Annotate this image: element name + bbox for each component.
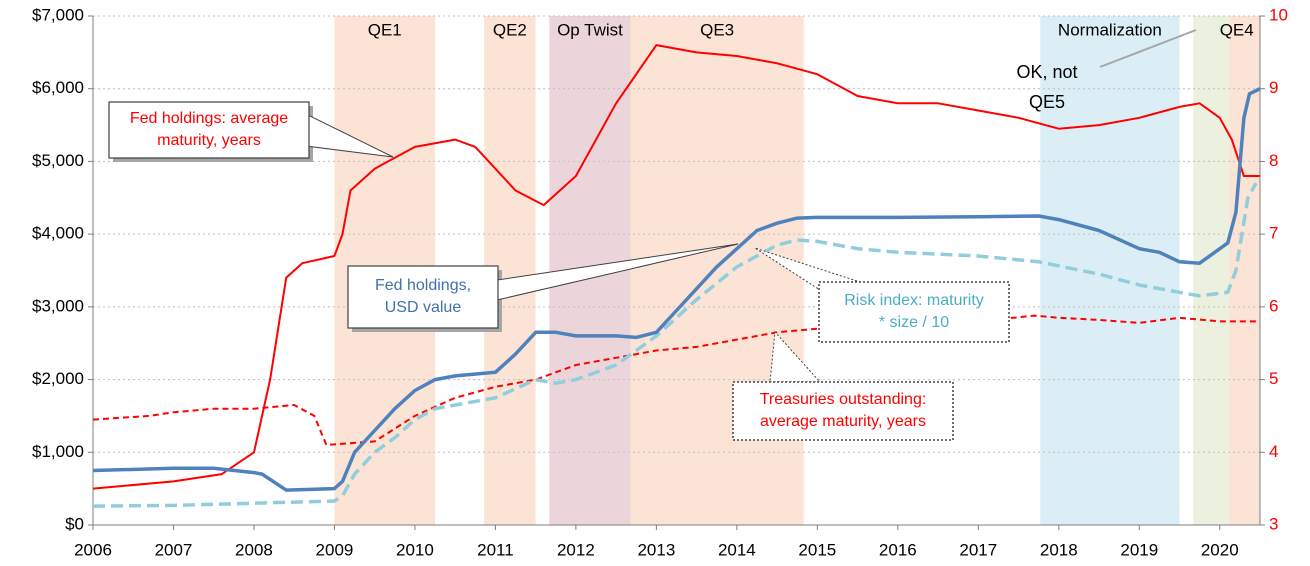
series-line	[92, 314, 1260, 446]
period-band	[1193, 16, 1230, 525]
x-tick-label: 2011	[477, 540, 514, 559]
period-label: QE3	[700, 20, 734, 39]
y2-tick-label: 8	[1269, 151, 1278, 170]
period-label: QE2	[493, 20, 527, 39]
x-tick-label: 2009	[316, 540, 354, 559]
y2-tick-label: 4	[1269, 442, 1278, 461]
callout-box	[818, 281, 1010, 343]
x-tick-label: 2017	[959, 540, 997, 559]
y2-tick-label: 7	[1269, 224, 1278, 243]
series-line	[92, 87, 1261, 492]
y-tick-label: $1,000	[32, 442, 84, 461]
y-tick-label: $3,000	[32, 296, 84, 315]
period-label: QE1	[368, 20, 402, 39]
x-tick-label: 2012	[557, 540, 595, 559]
annotation-text: USD value	[385, 299, 462, 316]
x-tick-label: 2006	[74, 540, 112, 559]
x-tick-label: 2014	[718, 540, 756, 559]
y2-tick-label: 3	[1269, 514, 1278, 533]
y2-tick-label: 10	[1269, 5, 1288, 24]
x-tick-label: 2020	[1201, 540, 1239, 559]
x-tick-label: 2007	[155, 540, 193, 559]
y-tick-label: $0	[65, 514, 84, 533]
annotation-text: QE5	[1029, 92, 1065, 112]
annotation-text: Fed holdings: average	[130, 110, 288, 127]
x-tick-label: 2008	[235, 540, 273, 559]
x-tick-label: 2010	[396, 540, 434, 559]
annotation-text: Risk index: maturity	[844, 292, 984, 309]
period-band	[1040, 16, 1180, 525]
annotation-text: maturity, years	[157, 132, 261, 149]
series-line	[92, 44, 1260, 490]
y2-tick-label: 6	[1269, 296, 1278, 315]
annotation-text: average maturity, years	[760, 413, 926, 430]
callout-box	[108, 101, 310, 159]
x-tick-label: 2016	[879, 540, 917, 559]
y-tick-label: $5,000	[32, 151, 84, 170]
period-label: Normalization	[1058, 20, 1162, 39]
y2-tick-label: 5	[1269, 369, 1278, 388]
period-label: QE4	[1220, 20, 1254, 39]
x-tick-label: 2015	[798, 540, 836, 559]
y-tick-label: $4,000	[32, 224, 84, 243]
annotation-text: Treasuries outstanding:	[760, 391, 927, 408]
annotation-text: * size / 10	[879, 314, 949, 331]
y-tick-label: $6,000	[32, 78, 84, 97]
annotation-text: OK, not	[1016, 62, 1077, 82]
x-tick-label: 2013	[637, 540, 675, 559]
period-label: Op Twist	[557, 20, 623, 39]
y2-tick-label: 9	[1269, 78, 1278, 97]
y-tick-label: $2,000	[32, 369, 84, 388]
y-tick-label: $7,000	[32, 5, 84, 24]
callout-box	[347, 265, 499, 329]
period-band	[630, 16, 804, 525]
annotation-text: Fed holdings,	[375, 277, 471, 294]
callout-line	[1099, 29, 1197, 68]
series-line	[92, 182, 1258, 508]
x-tick-label: 2019	[1120, 540, 1158, 559]
x-tick-label: 2018	[1040, 540, 1078, 559]
callout-box	[732, 381, 954, 441]
